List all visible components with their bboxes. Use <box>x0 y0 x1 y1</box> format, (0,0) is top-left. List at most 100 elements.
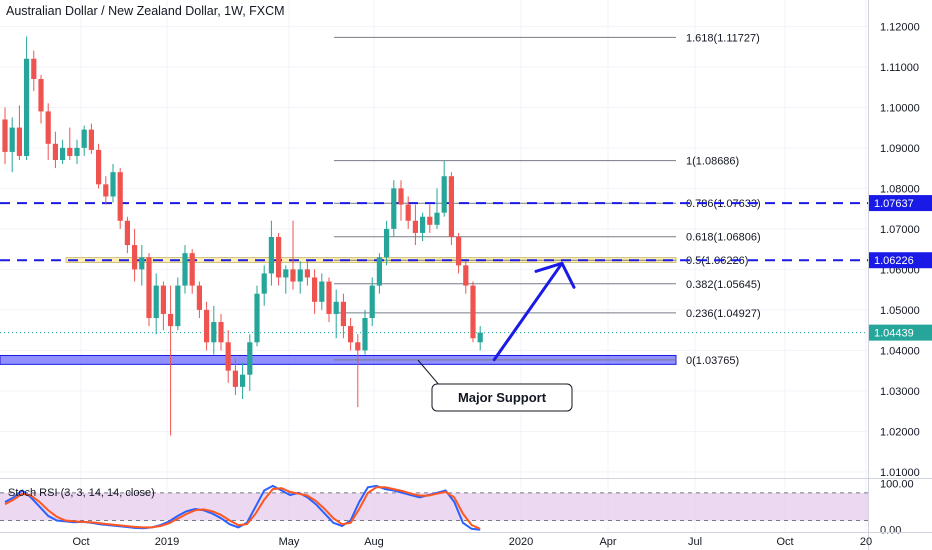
current-price-tag <box>868 324 932 341</box>
price-tick-label: 1.03000 <box>880 386 920 398</box>
price-tick-label: 1.04000 <box>880 345 920 357</box>
candle-body <box>160 285 166 314</box>
price-tick-label: 1.09000 <box>880 143 920 155</box>
drawings-layer: Major Support <box>417 261 576 412</box>
candle-body <box>88 129 94 150</box>
candle-body <box>477 332 483 343</box>
candle-body <box>16 127 22 156</box>
time-tick-label: 2019 <box>155 536 179 548</box>
candle-body <box>60 147 66 161</box>
candle-body <box>333 301 339 314</box>
candle-body <box>2 119 8 152</box>
chart-title: Australian Dollar / New Zealand Dollar, … <box>6 4 285 18</box>
candle-body <box>268 236 274 274</box>
candle-body <box>31 58 37 79</box>
candle-body <box>362 317 368 351</box>
fib-level-label: 1.618(1.11727) <box>686 32 760 44</box>
stoch-tick-label: 0.00 <box>880 525 901 537</box>
candle-body <box>81 129 87 148</box>
time-tick-label: Aug <box>364 536 384 548</box>
candle-body <box>196 285 202 310</box>
price-tick-label: 1.02000 <box>880 426 920 438</box>
candle-body <box>204 309 210 343</box>
candle-body <box>225 342 231 371</box>
stoch-rsi-title: Stoch RSI (3, 3, 14, 14, close) <box>8 487 155 499</box>
candle-body <box>247 342 253 375</box>
candle-body <box>175 285 181 327</box>
candle-body <box>312 277 318 302</box>
callout-pointer <box>417 359 441 387</box>
candle-body <box>276 236 282 278</box>
candle-body <box>297 269 303 282</box>
candle-body <box>45 111 51 144</box>
levels-layer <box>0 202 868 334</box>
candle-body <box>103 184 109 197</box>
candle-body <box>290 269 296 282</box>
price-tick-label: 1.07000 <box>880 224 920 236</box>
candle-body <box>254 293 260 343</box>
candle-body <box>9 127 15 152</box>
stoch-tick-label: 100.00 <box>880 479 914 491</box>
candle-body <box>96 149 102 185</box>
candle-body <box>348 326 354 343</box>
time-tick-label: 20 <box>860 536 872 548</box>
candle-body <box>211 322 217 343</box>
candle-body <box>146 257 152 318</box>
candle-body <box>427 216 433 225</box>
time-tick-label: Apr <box>599 536 616 548</box>
stoch-rsi-pane <box>0 478 932 531</box>
candle-body <box>456 236 462 266</box>
candle-body <box>391 188 397 229</box>
candle-body <box>67 147 73 156</box>
candle-body <box>139 257 145 270</box>
candle-body <box>38 78 44 112</box>
candle-body <box>117 172 123 221</box>
stoch-band <box>0 492 868 521</box>
fib-level-label: 0.236(1.04927) <box>686 308 761 320</box>
candle-body <box>463 265 469 286</box>
candle-body <box>261 273 267 294</box>
candle-body <box>470 285 476 339</box>
time-tick-label: May <box>279 536 300 548</box>
candle-body <box>319 281 325 302</box>
candle-body <box>232 370 238 387</box>
level-price-tag <box>868 252 932 269</box>
candle-body <box>132 245 138 270</box>
candle-body <box>384 228 390 258</box>
candle-body <box>283 269 289 278</box>
candle-body <box>218 322 224 343</box>
projection-arrow-line <box>492 261 564 362</box>
candle-body <box>182 253 188 286</box>
candle-body <box>124 220 130 246</box>
candles-layer <box>2 36 483 436</box>
candle-body <box>168 313 174 327</box>
price-tick-label: 1.01000 <box>880 467 920 479</box>
callout-label: Major Support <box>458 390 547 405</box>
candle-body <box>448 176 454 237</box>
stoch-d-line <box>4 486 481 530</box>
candle-body <box>420 216 426 233</box>
current-price-tag-label: 1.04439 <box>874 328 914 340</box>
candle-body <box>240 374 246 387</box>
candle-body <box>369 285 375 318</box>
candle-body <box>52 143 58 161</box>
candle-body <box>412 220 418 233</box>
candle-body <box>153 285 159 318</box>
time-tick-label: Oct <box>72 536 89 548</box>
level-price-tag-label: 1.07637 <box>874 198 914 210</box>
fib-level-label: 0.618(1.06806) <box>686 232 761 244</box>
time-tick-label: Jul <box>688 536 702 548</box>
candle-body <box>340 301 346 327</box>
candle-body <box>355 342 361 351</box>
candle-body <box>24 58 30 156</box>
price-tick-label: 1.05000 <box>880 305 920 317</box>
candle-body <box>74 147 80 156</box>
price-tick-label: 1.08000 <box>880 183 920 195</box>
price-tick-label: 1.11000 <box>880 62 919 74</box>
candle-body <box>189 253 195 286</box>
level-price-tag <box>868 195 932 212</box>
price-tick-label: 1.10000 <box>880 102 920 114</box>
fib-level-label: 0.382(1.05645) <box>686 279 761 291</box>
